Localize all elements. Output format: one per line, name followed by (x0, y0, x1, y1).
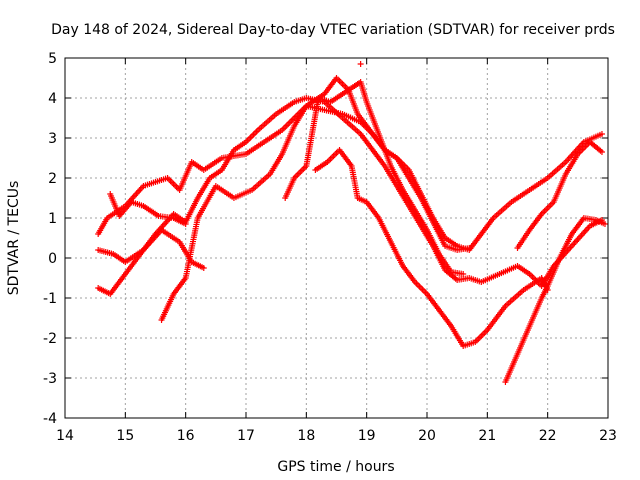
x-tick-label: 20 (418, 428, 436, 444)
data-point (598, 131, 605, 137)
x-tick-label: 21 (478, 428, 496, 444)
data-point (601, 221, 608, 227)
x-tick-label: 18 (297, 428, 315, 444)
data-points (95, 61, 608, 385)
x-tick-label: 15 (116, 428, 134, 444)
x-tick-label: 16 (177, 428, 195, 444)
data-point (182, 221, 189, 227)
x-tick-label: 22 (539, 428, 557, 444)
data-point (466, 245, 473, 251)
x-tick-label: 19 (358, 428, 376, 444)
data-point (460, 271, 467, 277)
y-tick-label: 0 (48, 251, 57, 267)
y-axis-label: SDTVAR / TECUs (6, 181, 22, 296)
y-tick-label: -3 (43, 371, 57, 387)
x-axis-label: GPS time / hours (277, 459, 394, 475)
y-tick-label: 4 (48, 91, 57, 107)
y-tick-label: 3 (48, 131, 57, 147)
plot-frame (64, 57, 609, 419)
y-tick-label: 5 (48, 51, 57, 67)
y-tick-label: 2 (48, 171, 57, 187)
x-tick-label: 17 (237, 428, 255, 444)
data-point (200, 265, 207, 271)
data-point (357, 61, 364, 67)
x-tick-label: 23 (599, 428, 617, 444)
y-tick-label: -4 (43, 411, 57, 427)
y-tick-label: -1 (43, 291, 57, 307)
chart-title: Day 148 of 2024, Sidereal Day-to-day VTE… (51, 22, 615, 38)
y-tick-label: 1 (48, 211, 57, 227)
x-tick-label: 14 (56, 428, 74, 444)
y-tick-label: -2 (43, 331, 57, 347)
data-point (598, 149, 605, 155)
